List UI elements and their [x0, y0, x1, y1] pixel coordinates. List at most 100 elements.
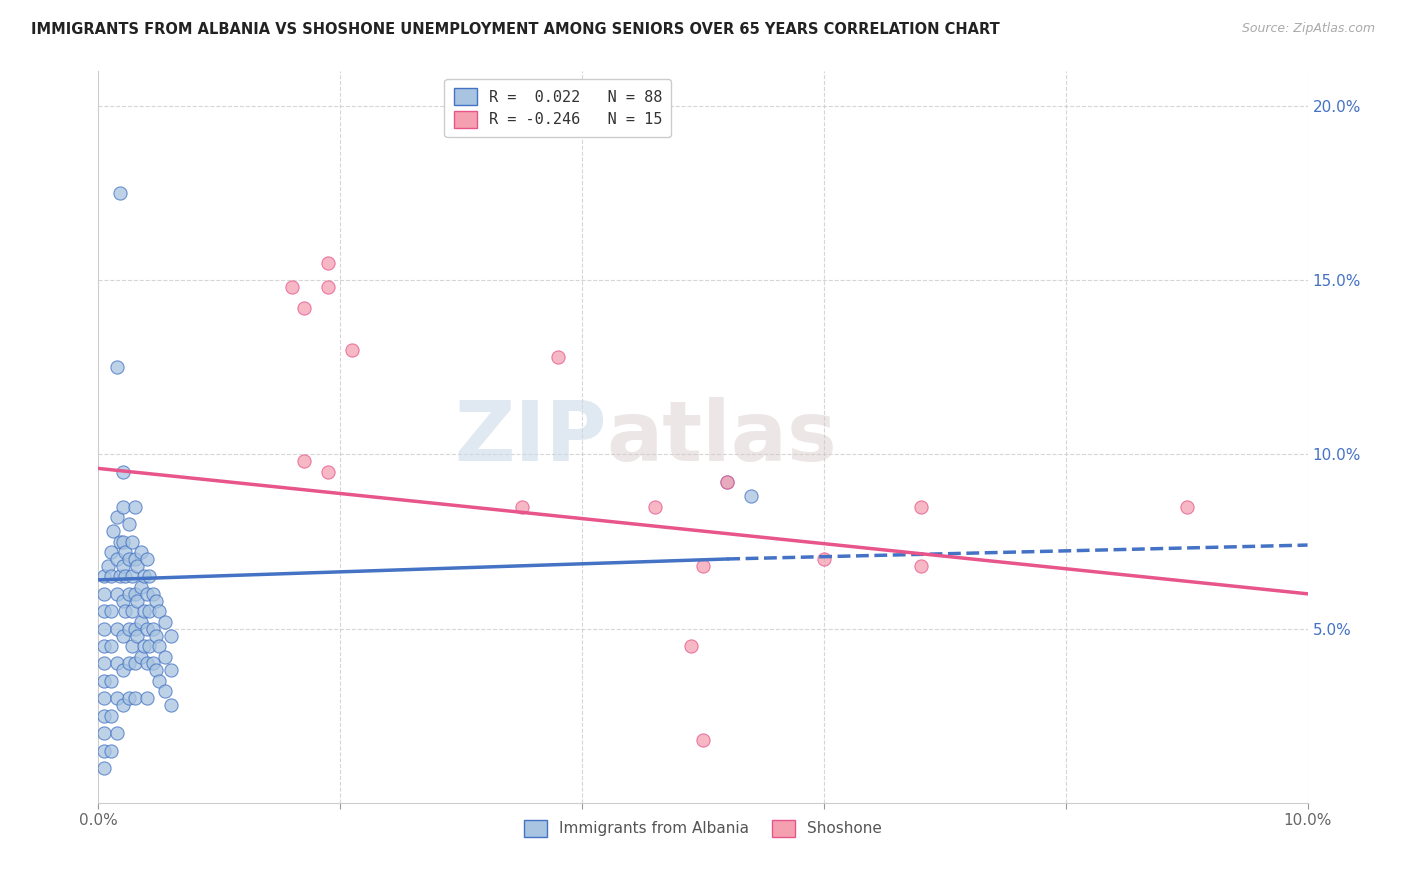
- Point: [148, 639, 170, 653]
- Point: [108, 569, 131, 583]
- Point: [129, 615, 152, 629]
- Point: [100, 545, 122, 559]
- Point: [127, 629, 149, 643]
- Point: [118, 552, 141, 566]
- Point: [100, 708, 122, 723]
- Point: [121, 639, 143, 653]
- Point: [138, 569, 160, 583]
- Point: [135, 691, 157, 706]
- Point: [111, 465, 134, 479]
- Point: [124, 691, 146, 706]
- Point: [910, 558, 932, 573]
- Point: [100, 639, 122, 653]
- Point: [124, 657, 146, 671]
- Point: [121, 534, 143, 549]
- Point: [145, 594, 167, 608]
- Point: [316, 280, 339, 294]
- Text: ZIP: ZIP: [454, 397, 606, 477]
- Point: [118, 587, 141, 601]
- Point: [105, 726, 128, 740]
- Point: [105, 691, 128, 706]
- Point: [135, 552, 157, 566]
- Point: [105, 587, 128, 601]
- Point: [93, 726, 115, 740]
- Point: [510, 500, 533, 514]
- Point: [101, 524, 124, 538]
- Point: [148, 604, 170, 618]
- Point: [111, 500, 134, 514]
- Point: [105, 552, 128, 566]
- Point: [121, 569, 143, 583]
- Point: [135, 622, 157, 636]
- Point: [153, 649, 176, 664]
- Point: [93, 673, 115, 688]
- Point: [716, 475, 738, 490]
- Point: [644, 500, 666, 514]
- Text: atlas: atlas: [606, 397, 837, 477]
- Point: [910, 500, 932, 514]
- Point: [100, 569, 122, 583]
- Point: [124, 587, 146, 601]
- Point: [127, 558, 149, 573]
- Point: [93, 657, 115, 671]
- Point: [105, 622, 128, 636]
- Point: [118, 517, 141, 532]
- Point: [342, 343, 364, 357]
- Point: [292, 454, 315, 468]
- Point: [547, 350, 569, 364]
- Point: [679, 639, 702, 653]
- Point: [740, 489, 762, 503]
- Point: [93, 761, 115, 775]
- Point: [153, 615, 176, 629]
- Point: [97, 558, 120, 573]
- Point: [127, 594, 149, 608]
- Point: [93, 622, 115, 636]
- Point: [108, 186, 131, 201]
- Point: [145, 629, 167, 643]
- Point: [153, 684, 176, 698]
- Point: [138, 604, 160, 618]
- Point: [134, 604, 156, 618]
- Point: [118, 691, 141, 706]
- Point: [134, 569, 156, 583]
- Point: [134, 639, 156, 653]
- Point: [93, 708, 115, 723]
- Point: [111, 629, 134, 643]
- Point: [93, 587, 115, 601]
- Point: [138, 639, 160, 653]
- Point: [135, 587, 157, 601]
- Point: [93, 569, 115, 583]
- Point: [105, 657, 128, 671]
- Point: [148, 673, 170, 688]
- Point: [108, 534, 131, 549]
- Point: [281, 280, 304, 294]
- Legend: Immigrants from Albania, Shoshone: Immigrants from Albania, Shoshone: [517, 814, 889, 843]
- Point: [160, 664, 183, 678]
- Point: [111, 698, 134, 713]
- Point: [93, 604, 115, 618]
- Point: [111, 534, 134, 549]
- Point: [93, 691, 115, 706]
- Point: [118, 622, 141, 636]
- Point: [100, 673, 122, 688]
- Point: [142, 657, 165, 671]
- Text: Source: ZipAtlas.com: Source: ZipAtlas.com: [1241, 22, 1375, 36]
- Point: [111, 558, 134, 573]
- Point: [145, 664, 167, 678]
- Point: [100, 743, 122, 757]
- Point: [114, 569, 136, 583]
- Point: [114, 545, 136, 559]
- Point: [105, 360, 128, 375]
- Point: [292, 301, 315, 316]
- Point: [142, 587, 165, 601]
- Point: [124, 500, 146, 514]
- Point: [124, 552, 146, 566]
- Point: [124, 622, 146, 636]
- Point: [93, 639, 115, 653]
- Point: [129, 545, 152, 559]
- Point: [129, 580, 152, 594]
- Point: [316, 256, 339, 270]
- Point: [114, 604, 136, 618]
- Point: [100, 604, 122, 618]
- Text: IMMIGRANTS FROM ALBANIA VS SHOSHONE UNEMPLOYMENT AMONG SENIORS OVER 65 YEARS COR: IMMIGRANTS FROM ALBANIA VS SHOSHONE UNEM…: [31, 22, 1000, 37]
